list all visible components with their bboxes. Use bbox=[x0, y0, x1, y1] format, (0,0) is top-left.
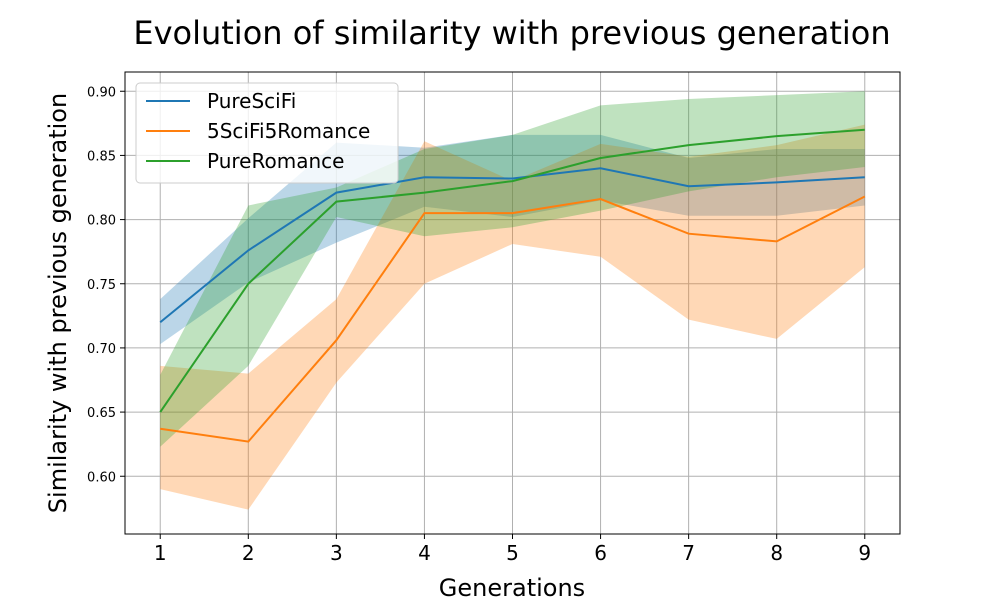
x-tick-label: 7 bbox=[682, 541, 695, 565]
band-pureromance bbox=[160, 91, 865, 447]
y-tick-label: 0.85 bbox=[87, 149, 116, 164]
x-tick-label: 9 bbox=[858, 541, 871, 565]
legend-label: 5SciFi5Romance bbox=[207, 119, 370, 143]
line-pureromance bbox=[159, 128, 865, 413]
x-tick-label: 1 bbox=[154, 541, 167, 565]
x-tick-label: 3 bbox=[330, 541, 343, 565]
y-tick-label: 0.70 bbox=[87, 342, 116, 357]
x-tick-label: 2 bbox=[242, 541, 255, 565]
legend-label: PureSciFi bbox=[207, 89, 296, 113]
line-5scifi5romance bbox=[160, 195, 866, 443]
x-tick-label: 6 bbox=[594, 541, 607, 565]
x-axis-label: Generations bbox=[439, 574, 585, 600]
x-tick-label: 4 bbox=[418, 541, 431, 565]
series-lines bbox=[159, 128, 866, 443]
line-purescifi bbox=[159, 167, 865, 324]
y-tick-label: 0.60 bbox=[87, 470, 116, 485]
y-tick-label: 0.65 bbox=[87, 406, 116, 421]
x-tick-label: 8 bbox=[770, 541, 783, 565]
y-tick-label: 0.90 bbox=[87, 85, 116, 100]
legend: PureSciFi 5SciFi5Romance PureRomance bbox=[135, 82, 399, 184]
legend-box bbox=[135, 82, 399, 184]
x-tick-label: 5 bbox=[506, 541, 519, 565]
axis-ticks: 0.60 0.65 0.70 0.75 0.80 0.85 0.90 1 2 3 4 5 6 7 8 9 bbox=[87, 85, 871, 565]
chart-title: Evolution of similarity with previous ge… bbox=[133, 14, 890, 52]
y-axis-label: Similarity with previous generation bbox=[44, 93, 72, 513]
y-tick-label: 0.80 bbox=[87, 214, 116, 229]
band-5scifi5romance bbox=[160, 124, 865, 510]
y-tick-label: 0.75 bbox=[87, 278, 116, 293]
legend-label: PureRomance bbox=[207, 149, 344, 173]
